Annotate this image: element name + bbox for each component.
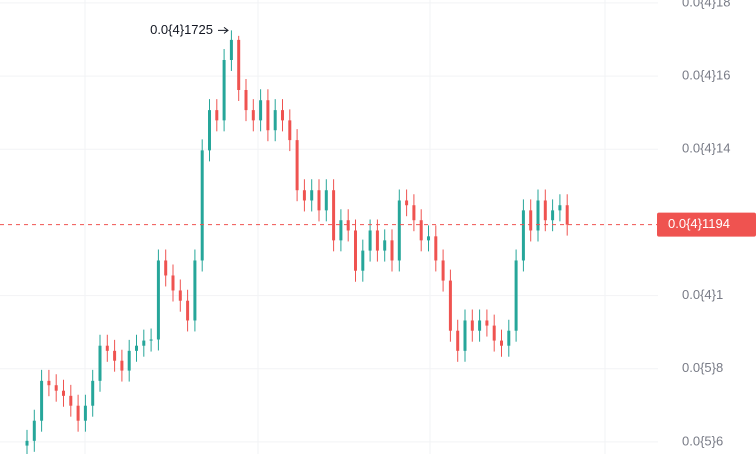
candle-body (543, 200, 547, 221)
candle-body (507, 330, 511, 346)
y-tick-label: 0.0{4}14 (682, 141, 730, 156)
candle-body (529, 210, 533, 231)
candle-body (354, 230, 357, 271)
candle-body (456, 330, 460, 351)
candle-body (361, 250, 365, 271)
candle-body (222, 59, 226, 121)
candle-body (448, 280, 452, 331)
candle-body (368, 230, 372, 251)
candle-body (105, 345, 109, 351)
high-annotation: 0.0{4}1725 (150, 22, 213, 37)
candle-body (91, 380, 95, 406)
candle-body (551, 210, 555, 221)
candle-body (244, 89, 248, 111)
candle-body (281, 110, 284, 121)
y-tick-label: 0.0{5}6 (682, 433, 723, 448)
candle-body (324, 190, 328, 211)
candle-body (463, 320, 467, 351)
candle-body (47, 380, 51, 386)
candle-body (441, 260, 445, 281)
candle-body (346, 220, 350, 231)
candle-body (273, 110, 277, 131)
last-price-label: 0.0{4}1194 (668, 216, 730, 231)
candle-body (317, 190, 321, 211)
candle-body (76, 405, 80, 421)
y-tick-label: 0.0{4}16 (682, 68, 730, 83)
candle-body (120, 360, 124, 371)
candle-body (558, 205, 562, 211)
candle-body (208, 110, 211, 151)
candle-body (565, 205, 569, 225)
candle-body (419, 220, 423, 241)
candle-body (427, 236, 430, 241)
vertical-grid (84, 0, 606, 454)
candle-body (135, 345, 138, 351)
candle-body (69, 395, 73, 406)
candle-body (62, 390, 65, 396)
candle-body (164, 260, 168, 276)
candle-body (405, 200, 409, 206)
candle-body (200, 150, 204, 261)
candle-body (485, 320, 489, 326)
candle-body (295, 140, 299, 191)
candle-body (397, 200, 401, 261)
candle-body (259, 100, 263, 121)
candle-body (149, 339, 153, 341)
candle-body (470, 320, 474, 331)
candle-body (383, 240, 387, 251)
candle-body (302, 190, 306, 201)
candle-body (83, 405, 87, 421)
candle-body (40, 380, 44, 421)
candle-body (434, 236, 438, 261)
y-tick-label: 0.0{4}18 (682, 0, 730, 9)
candle-body (142, 340, 146, 346)
candle-body (521, 210, 525, 261)
last-price-box (657, 212, 756, 237)
candle-body (492, 325, 496, 341)
candle-body (156, 260, 160, 340)
y-tick-label: 0.0{5}8 (682, 360, 723, 375)
candle-body (25, 440, 29, 446)
candle-body (215, 110, 219, 121)
candle-body (514, 260, 518, 331)
candle-body (536, 200, 540, 231)
candle-body (229, 39, 233, 60)
candle-body (251, 110, 255, 121)
candle-body (339, 220, 343, 241)
candle-body (178, 290, 182, 301)
candle-body (193, 260, 197, 321)
candle-body (171, 275, 175, 291)
candle-body (332, 190, 336, 241)
arrow-head (223, 26, 229, 34)
candle-body (390, 240, 394, 261)
candle-body (32, 420, 36, 441)
candle-body (237, 39, 241, 90)
candle-body (375, 230, 379, 251)
candle-body (186, 300, 190, 321)
candle-body (310, 190, 314, 201)
candle-body (500, 340, 503, 346)
candle-body (288, 120, 292, 141)
y-tick-label: 0.0{4}1 (682, 287, 723, 302)
candle-body (127, 350, 131, 371)
candle-body (113, 350, 117, 361)
candle-body (266, 100, 270, 131)
candle-body (412, 205, 416, 221)
candle-body (478, 320, 482, 331)
candle-body (98, 345, 102, 381)
candle-body (54, 385, 58, 391)
